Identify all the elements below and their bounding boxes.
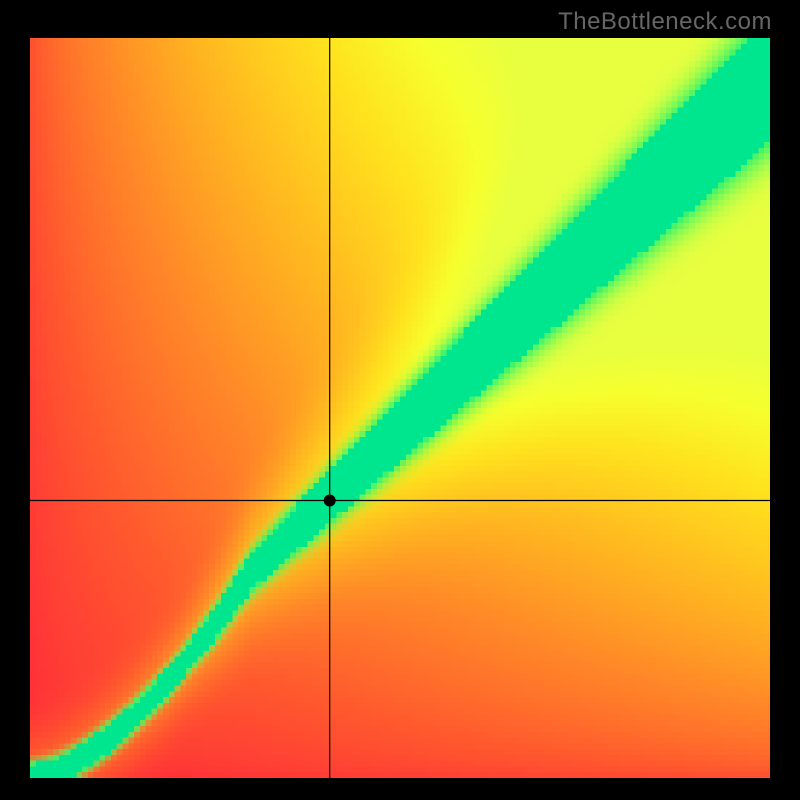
bottleneck-heatmap xyxy=(30,38,770,778)
watermark-text: TheBottleneck.com xyxy=(558,8,772,36)
chart-container: TheBottleneck.com xyxy=(0,0,800,800)
plot-area xyxy=(30,38,770,778)
